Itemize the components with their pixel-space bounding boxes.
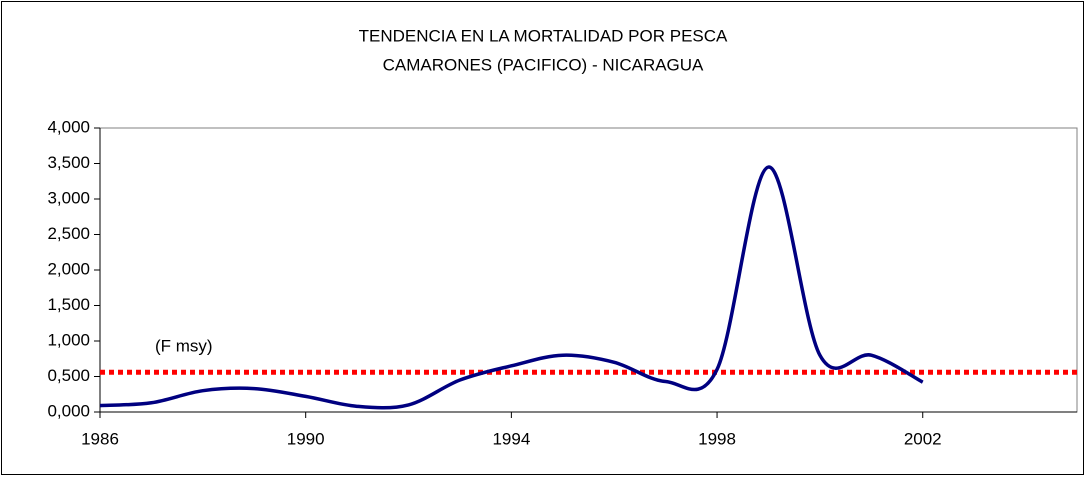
data-line [99,165,924,410]
reference-label: (F msy) [155,336,213,355]
chart-subtitle: CAMARONES (PACIFICO) - NICARAGUA [383,55,704,74]
x-tick-label: 1994 [492,429,530,448]
y-tick-label: 2,000 [47,259,90,278]
y-tick-label: 0,000 [47,401,90,420]
y-tick-label: 2,500 [47,224,90,243]
x-tick-label: 2002 [904,429,942,448]
x-tick-label: 1990 [287,429,325,448]
plot-area [99,127,1078,413]
y-tick-label: 4,000 [47,117,90,136]
chart-title: TENDENCIA EN LA MORTALIDAD POR PESCA [359,26,728,45]
y-tick-label: 1,000 [47,330,90,349]
y-tick-label: 0,500 [47,366,90,385]
y-tick-label: 3,500 [47,153,90,172]
x-tick-label: 1998 [698,429,736,448]
x-tick-label: 1986 [81,429,119,448]
y-tick-label: 1,500 [47,295,90,314]
y-tick-label: 3,000 [47,188,90,207]
